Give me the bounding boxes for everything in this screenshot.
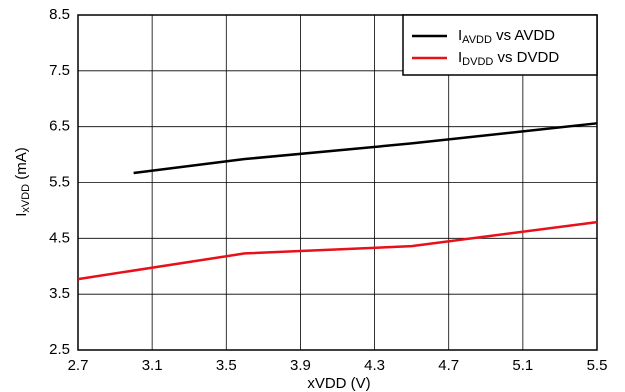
plot-frame: [77, 14, 598, 351]
x-tick-label: 4.3: [364, 357, 385, 374]
x-tick-label: 5.1: [512, 357, 533, 374]
y-axis-label: IxVDD (mA): [13, 147, 32, 217]
x-axis-label: xVDD (V): [307, 375, 370, 392]
x-tick-label: 5.5: [587, 357, 608, 374]
y-tick-label: 5.5: [49, 173, 70, 190]
y-tick-label: 3.5: [49, 285, 70, 302]
legend-box: [402, 14, 598, 76]
x-tick-label: 3.9: [290, 357, 311, 374]
series-line: [77, 220, 598, 281]
legend-label: IAVDD vs AVDD: [458, 27, 555, 46]
legend-label: IDVDD vs DVDD: [458, 49, 559, 68]
y-tick-label: 6.5: [49, 118, 70, 135]
x-tick-label: 3.1: [142, 357, 163, 374]
series-line: [133, 122, 598, 175]
y-tick-label: 4.5: [49, 229, 70, 246]
x-tick-label: 4.7: [438, 357, 459, 374]
x-tick-label: 2.7: [68, 357, 89, 374]
y-tick-label: 2.5: [49, 341, 70, 358]
y-tick-label: 7.5: [49, 62, 70, 79]
y-tick-label: 8.5: [49, 6, 70, 23]
x-tick-label: 3.5: [216, 357, 237, 374]
